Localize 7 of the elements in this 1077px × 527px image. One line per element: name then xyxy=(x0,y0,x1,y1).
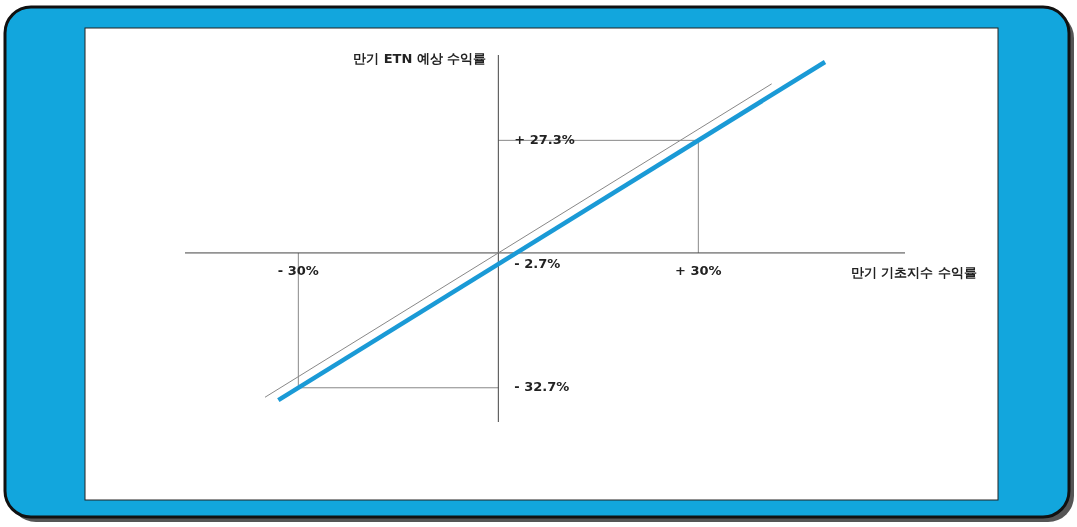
y-tick-label: - 2.7% xyxy=(514,255,561,271)
y-tick-label: + 27.3% xyxy=(514,131,575,147)
y-axis-title: 만기 ETN 예상 수익률 xyxy=(353,51,487,66)
x-tick-label: - 30% xyxy=(277,262,319,278)
x-axis-title: 만기 기초지수 수익률 xyxy=(850,264,977,280)
y-tick-label: - 32.7% xyxy=(514,379,570,395)
x-tick-label: + 30% xyxy=(675,262,722,278)
